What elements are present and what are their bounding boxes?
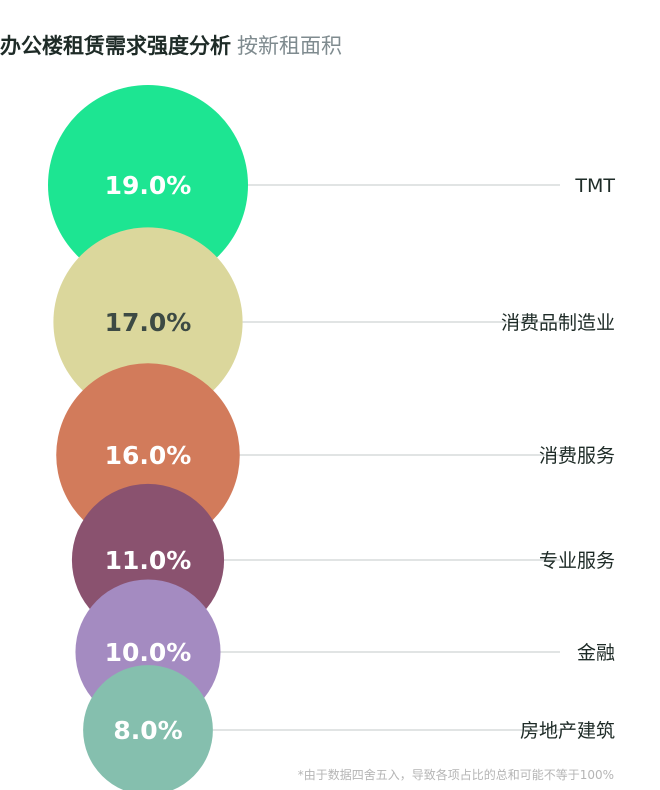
bubble xyxy=(83,665,213,790)
category-label: 消费品制造业 xyxy=(501,312,615,334)
value-label: 10.0% xyxy=(105,638,192,667)
chart-subtitle: 按新租面积 xyxy=(237,34,342,58)
footnote: *由于数据四舍五入，导致各项占比的总和可能不等于100% xyxy=(297,768,614,782)
bubble xyxy=(53,227,243,417)
category-label: 房地产建筑 xyxy=(520,720,615,742)
category-label: 专业服务 xyxy=(539,550,615,572)
category-label: TMT xyxy=(574,175,615,197)
title-text: 办公楼租赁需求强度分析 xyxy=(0,34,231,58)
value-label: 16.0% xyxy=(105,441,192,470)
value-label: 8.0% xyxy=(113,716,182,745)
chart-title: 办公楼租赁需求强度分析 按新租面积 xyxy=(0,30,342,60)
category-label: 消费服务 xyxy=(539,445,615,467)
value-label: 19.0% xyxy=(105,171,192,200)
value-label: 17.0% xyxy=(105,308,192,337)
value-label: 11.0% xyxy=(105,546,192,575)
category-label: 金融 xyxy=(577,642,615,664)
bubble xyxy=(48,85,248,285)
